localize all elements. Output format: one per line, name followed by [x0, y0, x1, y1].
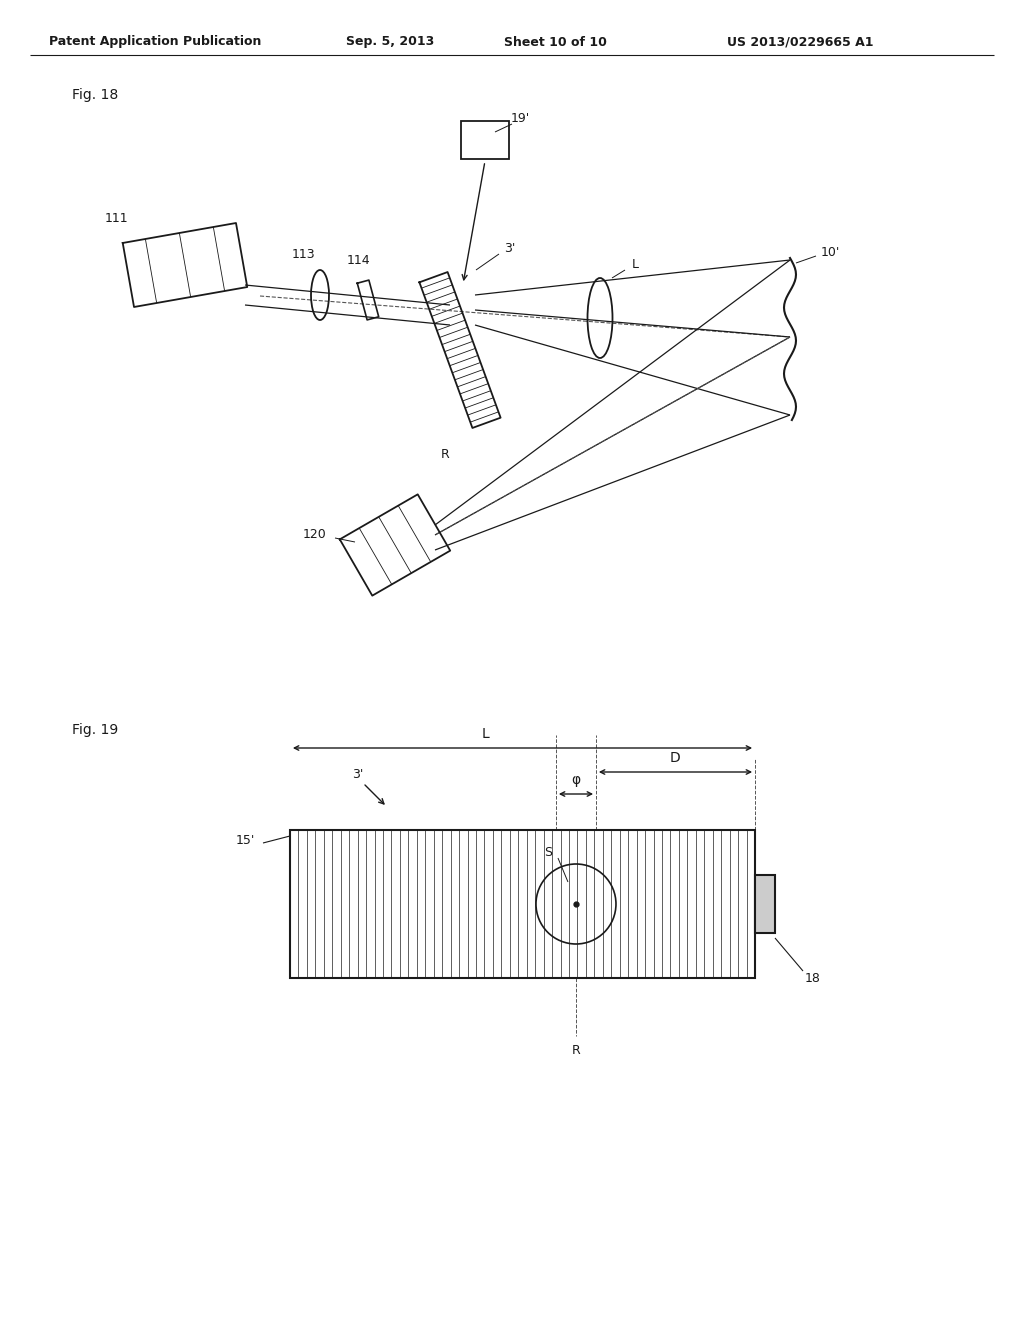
Text: Patent Application Publication: Patent Application Publication — [49, 36, 261, 49]
Text: R: R — [440, 449, 450, 462]
Text: Fig. 19: Fig. 19 — [72, 723, 118, 737]
Text: 10': 10' — [820, 246, 840, 259]
Text: Fig. 18: Fig. 18 — [72, 88, 118, 102]
Text: D: D — [670, 751, 681, 766]
Text: S: S — [544, 846, 552, 858]
Text: Sheet 10 of 10: Sheet 10 of 10 — [504, 36, 606, 49]
Text: 111: 111 — [105, 211, 129, 224]
Text: 114: 114 — [346, 253, 370, 267]
Text: 3': 3' — [504, 242, 516, 255]
Bar — [755, 875, 775, 933]
Text: Sep. 5, 2013: Sep. 5, 2013 — [346, 36, 434, 49]
Text: 120: 120 — [303, 528, 327, 541]
Bar — [290, 830, 755, 978]
Text: R: R — [571, 1044, 581, 1056]
Text: 19': 19' — [510, 111, 529, 124]
Text: US 2013/0229665 A1: US 2013/0229665 A1 — [727, 36, 873, 49]
Text: φ: φ — [571, 774, 581, 787]
Text: 113: 113 — [291, 248, 314, 261]
Bar — [461, 121, 509, 158]
Text: L: L — [481, 727, 489, 741]
Text: 15': 15' — [236, 833, 255, 846]
Text: L: L — [632, 259, 639, 272]
Text: 18: 18 — [805, 973, 821, 986]
Text: 3': 3' — [352, 768, 364, 781]
